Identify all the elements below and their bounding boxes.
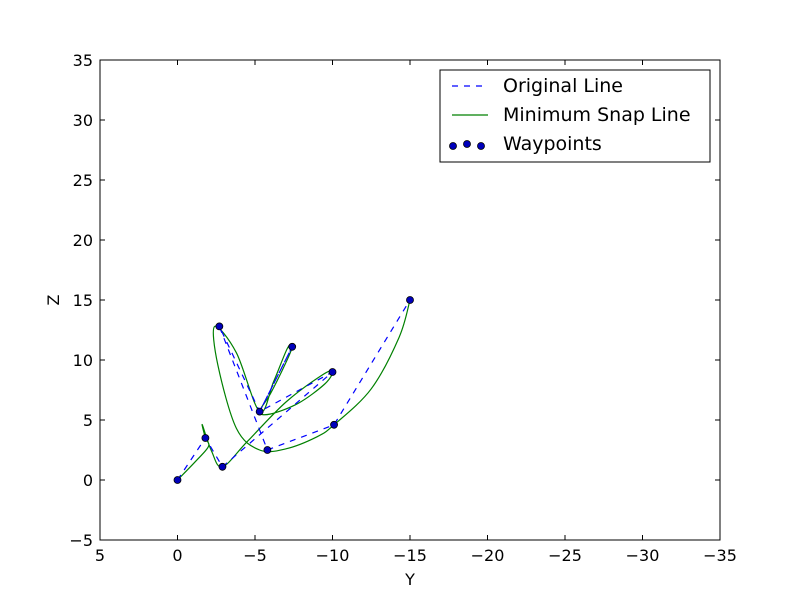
x-tick-label: −10 [316,546,350,565]
y-tick-label: 15 [73,291,93,310]
legend-swatch-waypoints [449,140,485,150]
y-tick-label: 0 [83,471,93,490]
y-axis-label: Z [44,294,63,305]
waypoint-marker [328,368,337,376]
x-tick-label: −15 [393,546,427,565]
y-tick-label: 30 [73,111,93,130]
y-tick-label: 25 [73,171,93,190]
waypoint-marker [218,462,227,471]
x-tick-label: 0 [172,546,182,565]
x-tick-label: −30 [626,546,660,565]
waypoint-marker [215,322,224,331]
x-axis-label: Y [404,570,415,589]
y-tick-label: 35 [73,51,93,70]
ticks-layer: 5 0 −5 −10 −15 −20 −25 −30 −35 −5 0 5 10 15 20 25 30 35 [69,51,736,565]
waypoint-marker [201,434,210,442]
y-tick-label: 10 [73,351,93,370]
y-tick-label: 20 [73,231,93,250]
series-minimum-snap-line [177,299,411,481]
waypoint-marker [288,342,297,351]
x-tick-label: −20 [471,546,505,565]
y-tick-label: 5 [83,411,93,430]
series-layer [173,296,414,484]
legend-label-minimum-snap-line: Minimum Snap Line [503,104,691,126]
waypoint-marker [406,296,414,304]
legend: Original Line Minimum Snap Line Waypoint… [439,69,711,163]
waypoint-marker [263,446,272,454]
legend-label-waypoints: Waypoints [503,133,602,155]
waypoint-marker [255,407,264,416]
x-tick-label: −5 [243,546,267,565]
x-tick-label: −25 [548,546,582,565]
x-tick-label: −35 [703,546,737,565]
legend-label-original-line: Original Line [503,75,623,97]
legend-box [439,69,711,163]
waypoint-marker [330,420,338,429]
waypoint-marker [173,476,182,484]
x-tick-label: 5 [95,546,105,565]
y-tick-label: −5 [69,531,93,550]
plot-frame [99,59,721,541]
